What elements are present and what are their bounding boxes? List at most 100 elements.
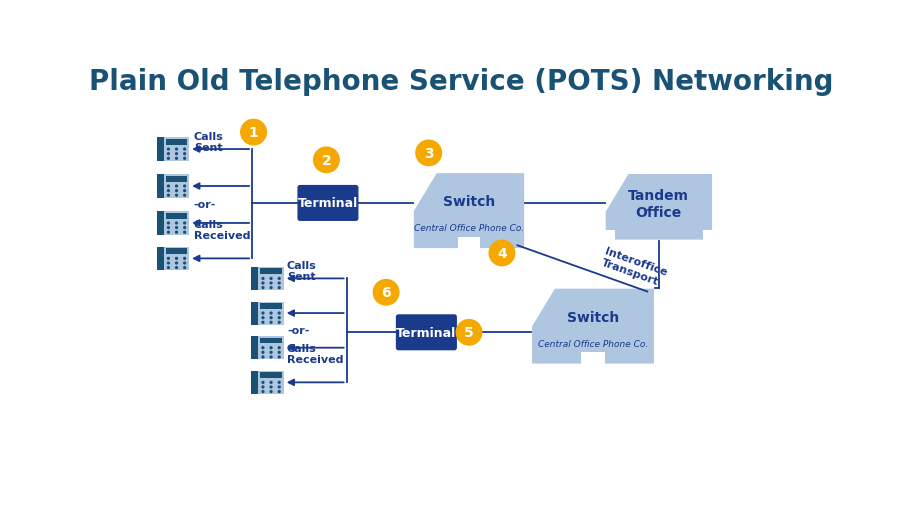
FancyBboxPatch shape	[251, 302, 258, 325]
Circle shape	[270, 391, 272, 393]
Circle shape	[184, 195, 185, 197]
Circle shape	[278, 282, 280, 284]
FancyBboxPatch shape	[157, 138, 164, 161]
Circle shape	[278, 313, 280, 314]
FancyBboxPatch shape	[258, 371, 284, 394]
FancyBboxPatch shape	[251, 336, 258, 360]
Text: 3: 3	[424, 146, 434, 161]
Circle shape	[416, 141, 442, 166]
FancyBboxPatch shape	[260, 373, 282, 378]
Circle shape	[184, 258, 185, 260]
Circle shape	[278, 278, 280, 280]
Circle shape	[262, 313, 264, 314]
Circle shape	[270, 317, 272, 319]
FancyBboxPatch shape	[397, 315, 456, 350]
FancyBboxPatch shape	[260, 304, 282, 309]
Text: -or-: -or-	[287, 326, 310, 336]
Circle shape	[184, 267, 185, 269]
Circle shape	[270, 282, 272, 284]
Circle shape	[167, 267, 169, 269]
Circle shape	[176, 190, 177, 192]
Circle shape	[176, 158, 177, 160]
Circle shape	[262, 382, 264, 383]
Circle shape	[176, 232, 177, 234]
Text: Plain Old Telephone Service (POTS) Networking: Plain Old Telephone Service (POTS) Netwo…	[89, 68, 833, 96]
Circle shape	[167, 149, 169, 150]
Text: Central Office Phone Co.: Central Office Phone Co.	[538, 339, 648, 348]
Circle shape	[270, 347, 272, 349]
Circle shape	[270, 357, 272, 358]
Text: Switch: Switch	[443, 195, 495, 209]
Polygon shape	[413, 173, 526, 249]
Circle shape	[184, 223, 185, 224]
Circle shape	[167, 223, 169, 224]
Circle shape	[374, 280, 399, 306]
FancyBboxPatch shape	[258, 267, 284, 290]
Text: Calls
Sent: Calls Sent	[287, 261, 317, 282]
Circle shape	[262, 287, 264, 289]
Circle shape	[176, 149, 177, 150]
Circle shape	[167, 232, 169, 234]
Text: Interoffice
Transport: Interoffice Transport	[599, 246, 669, 288]
FancyBboxPatch shape	[157, 247, 164, 270]
Polygon shape	[605, 174, 713, 241]
Text: 4: 4	[497, 246, 507, 261]
Circle shape	[278, 287, 280, 289]
Circle shape	[270, 386, 272, 388]
Text: Calls
Received: Calls Received	[194, 219, 250, 240]
Circle shape	[278, 382, 280, 383]
Circle shape	[278, 351, 280, 353]
FancyBboxPatch shape	[251, 267, 258, 290]
Circle shape	[262, 347, 264, 349]
FancyBboxPatch shape	[604, 230, 615, 241]
FancyBboxPatch shape	[298, 186, 358, 221]
Circle shape	[176, 227, 177, 229]
Circle shape	[313, 148, 339, 173]
Circle shape	[184, 149, 185, 150]
Circle shape	[278, 357, 280, 358]
Text: 5: 5	[464, 326, 474, 340]
Circle shape	[184, 186, 185, 187]
Circle shape	[167, 158, 169, 160]
Text: Switch: Switch	[567, 310, 619, 324]
FancyBboxPatch shape	[164, 247, 189, 270]
Circle shape	[262, 282, 264, 284]
FancyBboxPatch shape	[166, 139, 187, 145]
FancyBboxPatch shape	[251, 371, 258, 394]
Text: 1: 1	[248, 126, 258, 140]
Circle shape	[167, 227, 169, 229]
Text: Central Office Phone Co.: Central Office Phone Co.	[414, 224, 524, 233]
Circle shape	[278, 317, 280, 319]
Circle shape	[262, 322, 264, 324]
Circle shape	[489, 241, 515, 266]
FancyBboxPatch shape	[164, 138, 189, 161]
Circle shape	[262, 351, 264, 353]
Circle shape	[176, 195, 177, 197]
FancyBboxPatch shape	[166, 249, 187, 255]
Text: Calls
Sent: Calls Sent	[194, 132, 223, 153]
Circle shape	[184, 154, 185, 155]
Circle shape	[270, 351, 272, 353]
Polygon shape	[531, 288, 655, 365]
Circle shape	[270, 278, 272, 280]
Circle shape	[270, 287, 272, 289]
Circle shape	[270, 313, 272, 314]
Circle shape	[278, 386, 280, 388]
Circle shape	[278, 322, 280, 324]
Circle shape	[241, 120, 266, 145]
Circle shape	[262, 386, 264, 388]
Circle shape	[176, 223, 177, 224]
Text: Terminal: Terminal	[298, 197, 358, 210]
Circle shape	[167, 190, 169, 192]
Circle shape	[184, 158, 185, 160]
Circle shape	[167, 186, 169, 187]
Circle shape	[167, 154, 169, 155]
FancyBboxPatch shape	[157, 175, 164, 198]
Circle shape	[167, 263, 169, 265]
Text: 6: 6	[382, 286, 391, 299]
Text: 2: 2	[321, 154, 331, 168]
Circle shape	[262, 278, 264, 280]
Circle shape	[262, 357, 264, 358]
Text: Terminal: Terminal	[396, 326, 456, 339]
Text: -or-: -or-	[194, 200, 216, 210]
